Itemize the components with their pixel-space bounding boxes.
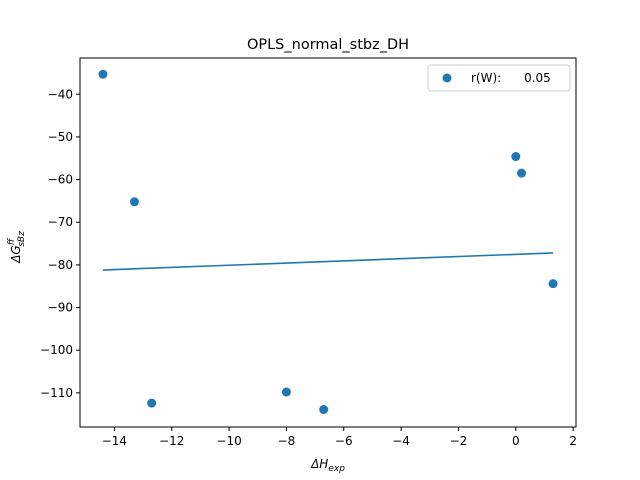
plot-area — [79, 57, 577, 428]
data-point — [319, 405, 329, 415]
data-point — [147, 398, 157, 408]
axes-frame — [79, 57, 577, 428]
x-axis-label-base: ΔH — [310, 457, 328, 471]
y-axis-label: ΔGffsBz — [7, 231, 27, 264]
y-tick-label: −50 — [48, 130, 73, 144]
data-point — [281, 387, 291, 397]
axis-ticks: −14 −12 −10 −8 −6 −4 −2 0 2 −110 −100 −90 −80 −70 −60 −… — [40, 87, 577, 448]
y-axis-label-subscript: sBz — [17, 231, 27, 247]
y-axis-label-base: ΔG — [9, 245, 23, 264]
x-tick-label: −6 — [335, 434, 353, 448]
y-axis-label-superscript: ff — [7, 237, 17, 245]
y-tick-label: −70 — [48, 215, 73, 229]
data-point — [511, 152, 521, 162]
x-tick-label: −2 — [450, 434, 468, 448]
x-tick-label: −12 — [159, 434, 184, 448]
data-point — [98, 69, 108, 79]
x-tick-label: −8 — [278, 434, 296, 448]
x-axis-label: ΔHexp — [310, 457, 345, 474]
y-tick-label: −110 — [40, 386, 73, 400]
legend-marker — [442, 73, 452, 83]
x-axis-label-subscript: exp — [328, 464, 345, 474]
data-point — [548, 279, 558, 289]
x-tick-label: 0 — [512, 434, 520, 448]
y-tick-label: −40 — [48, 87, 73, 101]
x-tick-label: −10 — [216, 434, 241, 448]
y-tick-label: −100 — [40, 343, 73, 357]
y-tick-label: −80 — [48, 258, 73, 272]
data-point — [517, 168, 527, 178]
x-tick-label: −14 — [102, 434, 127, 448]
legend-box — [427, 64, 571, 92]
x-tick-label: 2 — [569, 434, 577, 448]
data-point — [129, 197, 139, 207]
y-tick-label: −60 — [48, 173, 73, 187]
x-tick-label: −4 — [392, 434, 410, 448]
chart-title: OPLS_normal_stbz_DH — [247, 37, 409, 53]
y-tick-label: −90 — [48, 301, 73, 315]
fit-line — [102, 252, 554, 271]
legend: r(W): 0.05 — [427, 64, 571, 92]
legend-label: r(W): 0.05 — [471, 71, 551, 85]
